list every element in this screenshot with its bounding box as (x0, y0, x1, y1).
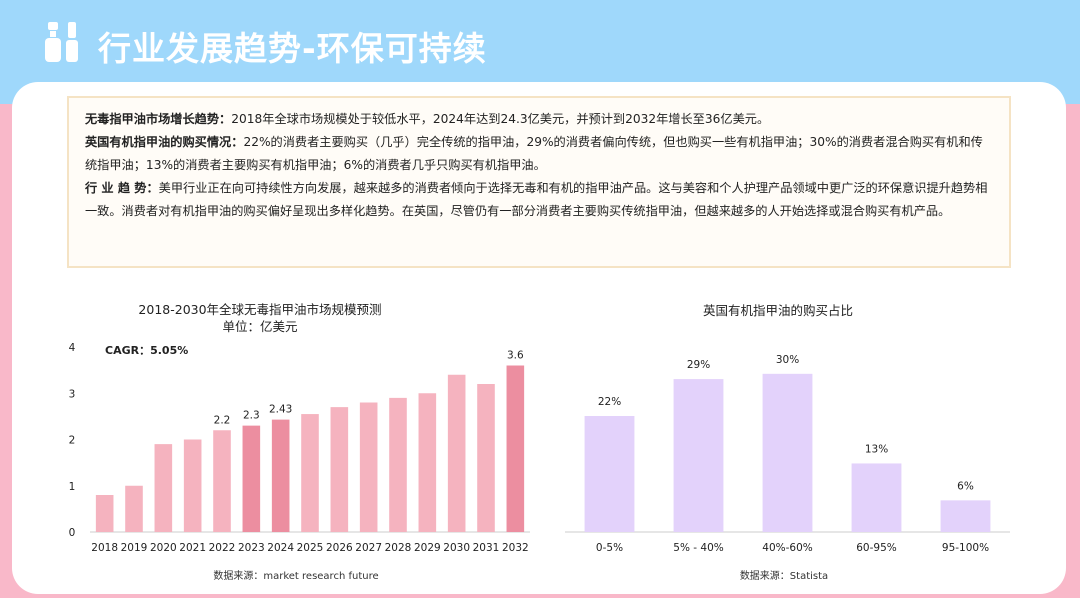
chart1-bar (125, 485, 143, 532)
summary-box: 无毒指甲油市场增长趋势：2018年全球市场规模处于较低水平，2024年达到24.… (67, 96, 1011, 268)
summary-text: 22%的消费者主要购买（几乎）完全传统的指甲油，29%的消费者偏向传统，但也购买… (85, 135, 983, 172)
chart1-x-tick-label: 2022 (209, 542, 236, 554)
chart1-bar (359, 402, 378, 532)
chart1-x-tick-label: 2020 (150, 542, 177, 554)
chart1-y-tick-label: 3 (69, 388, 76, 400)
chart1-x-tick-label: 2029 (414, 542, 441, 554)
chart2-data-label: 22% (598, 396, 621, 408)
chart1-bar (242, 425, 261, 532)
chart2-bar (940, 500, 991, 532)
chart1-y-tick-label: 4 (69, 342, 76, 354)
chart1-bar (477, 384, 495, 532)
chart1-x-tick-label: 2028 (385, 542, 412, 554)
chart1-bar (389, 397, 407, 532)
chart1-cagr-annotation: CAGR：5.05% (105, 344, 188, 357)
chart1-data-label: 2.3 (243, 410, 260, 422)
chart1-x-tick-label: 2025 (297, 542, 324, 554)
chart1-y-tick-label: 1 (69, 481, 76, 493)
chart1-y-tick-label: 0 (69, 527, 76, 539)
chart1-x-tick-label: 2030 (443, 542, 470, 554)
chart1-title: 2018-2030年全球无毒指甲油市场规模预测 (138, 302, 381, 317)
chart2-data-label: 29% (687, 359, 710, 371)
chart2-x-tick-label: 40%-60% (762, 542, 812, 554)
chart1-source: 数据来源：market research future (213, 569, 378, 582)
chart2-x-tick-label: 0-5% (596, 542, 623, 554)
chart1-x-tick-label: 2023 (238, 542, 265, 554)
chart2-x-tick-label: 5% - 40% (673, 542, 723, 554)
chart1-bar (447, 374, 466, 532)
summary-industry-trend: 行 业 趋 势：美甲行业正在向可持续性方向发展，越来越多的消费者倾向于选择无毒和… (85, 177, 993, 223)
chart2-source: 数据来源：Statista (740, 569, 828, 582)
chart1-subtitle: 单位：亿美元 (222, 319, 297, 334)
chart1-x-tick-label: 2026 (326, 542, 353, 554)
chart2-bar (584, 416, 635, 532)
chart1-data-label: 2.43 (269, 404, 292, 416)
chart1-x-tick-label: 2024 (267, 542, 294, 554)
chart2-bar (851, 463, 902, 532)
chart1-x-tick-label: 2019 (121, 542, 148, 554)
chart1-x-tick-label: 2031 (473, 542, 500, 554)
chart2-x-tick-label: 60-95% (856, 542, 897, 554)
chart2-data-label: 13% (865, 443, 888, 455)
chart1-x-tick-label: 2032 (502, 542, 529, 554)
summary-text: 美甲行业正在向可持续性方向发展，越来越多的消费者倾向于选择无毒和有机的指甲油产品… (85, 181, 988, 218)
chart1-x-tick-label: 2018 (91, 542, 118, 554)
chart1-bar (301, 414, 319, 532)
brand-logo-icon (61, 567, 94, 588)
page-title: 行业发展趋势-环保可持续 (98, 29, 487, 68)
chart1-bar (95, 495, 114, 532)
summary-label: 无毒指甲油市场增长趋势： (85, 112, 232, 126)
chart2-bar (673, 379, 724, 532)
chart1-bar (154, 444, 173, 532)
summary-uk-purchase: 英国有机指甲油的购买情况：22%的消费者主要购买（几乎）完全传统的指甲油，29%… (85, 131, 993, 177)
nail-polish-icon (45, 22, 78, 62)
summary-text: 2018年全球市场规模处于较低水平，2024年达到24.3亿美元，并预计到203… (231, 112, 770, 126)
chart2-title: 英国有机指甲油的购买占比 (703, 303, 853, 318)
summary-label: 行 业 趋 势： (85, 181, 159, 195)
chart2-bar (762, 373, 813, 532)
chart1-data-label: 3.6 (507, 350, 524, 362)
chart1-x-tick-label: 2027 (355, 542, 382, 554)
chart1-bar (330, 407, 349, 532)
chart1-bar (506, 365, 525, 532)
summary-label: 英国有机指甲油的购买情况： (85, 135, 244, 149)
chart2-x-tick-label: 95-100% (942, 542, 989, 554)
chart2-data-label: 30% (776, 354, 799, 366)
chart1-x-tick-label: 2021 (179, 542, 206, 554)
chart1-data-label: 2.2 (214, 414, 231, 426)
page-header: 行业发展趋势-环保可持续 (0, 0, 1080, 86)
chart1-y-tick-label: 2 (69, 435, 76, 447)
chart1-bar (418, 393, 437, 532)
chart1-bar (271, 419, 290, 532)
summary-market-growth: 无毒指甲油市场增长趋势：2018年全球市场规模处于较低水平，2024年达到24.… (85, 108, 993, 131)
chart2-data-label: 6% (957, 480, 974, 492)
chart1-bar (183, 439, 202, 532)
chart1-bar (213, 430, 231, 532)
brand-logo-text: 大数跨境 (48, 570, 133, 592)
